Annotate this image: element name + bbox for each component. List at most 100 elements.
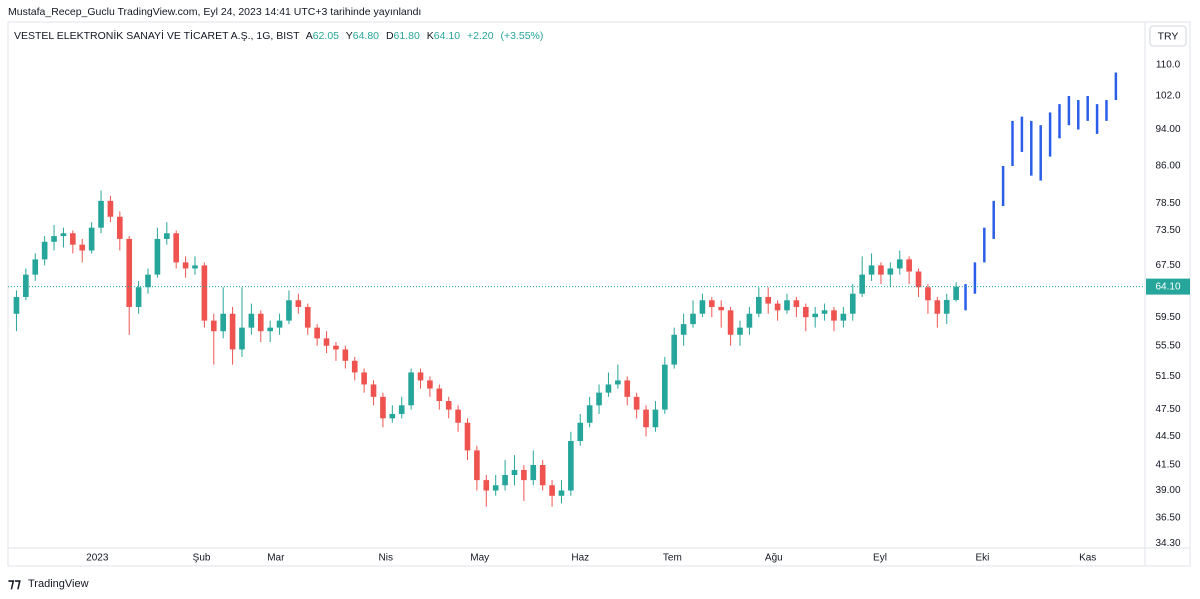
candle-body: [690, 313, 696, 325]
candle-body: [98, 200, 104, 228]
candle-body: [88, 227, 95, 251]
x-tick-label: Kas: [1079, 553, 1096, 564]
y-tick-label: 39.00: [1155, 485, 1180, 496]
candle-body: [427, 380, 433, 389]
y-tick-label: 73.50: [1155, 225, 1180, 236]
publisher: Mustafa_Recep_Guclu TradingView.com, Eyl…: [8, 6, 421, 18]
candle-body: [483, 480, 490, 491]
candle-body: [32, 259, 39, 275]
candle-body: [380, 396, 386, 419]
candle-body: [107, 200, 114, 217]
candle-body: [605, 384, 612, 393]
x-tick-label: Nis: [379, 553, 393, 564]
candle-body: [802, 306, 809, 318]
candle-body: [417, 372, 424, 381]
x-tick-label: 2023: [86, 553, 109, 564]
candle-body: [925, 287, 931, 301]
y-tick-label: 59.50: [1155, 312, 1180, 323]
y-tick-label: 102.0: [1155, 91, 1180, 102]
candle-body: [474, 450, 480, 481]
candle-body: [934, 300, 941, 314]
legend-high: 64.80: [353, 30, 379, 42]
candle-body: [192, 265, 198, 269]
candle-body: [455, 409, 461, 423]
candle-body: [643, 409, 649, 428]
legend-high-label: Y: [346, 30, 353, 42]
candle-body: [295, 300, 302, 307]
candle-body: [821, 310, 828, 314]
candle-body: [896, 259, 903, 269]
candle-body: [615, 380, 621, 385]
legend-change-pct: (+3.55%): [500, 30, 543, 42]
currency-button[interactable]: [1149, 25, 1187, 47]
candle-body: [79, 244, 86, 251]
y-tick-label: 110.0: [1156, 60, 1181, 71]
y-tick-label: 94.00: [1155, 124, 1180, 135]
candle-body: [492, 485, 499, 491]
candle-body: [333, 345, 339, 350]
candle-body: [521, 469, 527, 481]
candle-body: [370, 384, 377, 397]
candle-body: [408, 372, 414, 406]
candle-body: [530, 464, 537, 481]
candle-body: [23, 274, 29, 297]
candle-body: [276, 320, 283, 328]
legend-close: 64.10: [434, 30, 460, 42]
logo-mark: ⁊⁊: [8, 575, 21, 590]
candle-body: [652, 409, 659, 428]
candle-body: [746, 313, 753, 328]
candle-body: [887, 268, 894, 275]
candle-body: [304, 306, 311, 328]
candle-body: [511, 469, 518, 476]
candle-body: [464, 422, 471, 451]
candle-body: [784, 300, 790, 311]
candle-body: [765, 296, 772, 304]
currency[interactable]: TRY: [1158, 30, 1179, 42]
candle-body: [163, 233, 170, 239]
candle-body: [577, 422, 584, 441]
candle-body: [257, 313, 264, 332]
candle-body: [596, 392, 602, 406]
legend-low: 61.80: [394, 30, 420, 42]
candle-body: [671, 334, 678, 365]
x-tick-label: Eyl: [873, 553, 887, 564]
candle-body: [229, 313, 236, 350]
candle-body: [248, 313, 255, 328]
y-tick-label: 34.30: [1155, 538, 1180, 549]
candle-body: [718, 306, 725, 311]
candle-body: [727, 310, 734, 335]
candle-body: [126, 238, 133, 307]
y-tick-label: 86.00: [1155, 161, 1180, 172]
logo-text: TradingView: [28, 578, 89, 590]
candle-body: [342, 349, 349, 361]
candle-body: [210, 320, 217, 332]
candle-body: [41, 241, 48, 260]
candle-body: [361, 372, 367, 385]
candle-body: [624, 380, 631, 397]
title: VESTEL ELEKTRONİK SANAYİ VE TİCARET A.Ş.…: [14, 29, 300, 42]
candle-body: [13, 296, 20, 314]
candle-body: [737, 327, 743, 335]
candle-body: [182, 262, 189, 269]
candle-body: [568, 440, 574, 491]
y-tick-label: 47.50: [1155, 404, 1180, 415]
candle-body: [868, 265, 875, 275]
candle-body: [445, 401, 452, 410]
x-tick-label: Eki: [975, 553, 989, 564]
y-tick-label: 51.50: [1155, 371, 1180, 382]
candle-body: [558, 490, 565, 496]
candle-body: [708, 300, 715, 307]
candle-body: [389, 413, 396, 419]
x-tick-label: May: [470, 553, 489, 564]
y-tick-label: 44.50: [1155, 431, 1180, 442]
candle-body: [774, 303, 781, 311]
candle-body: [793, 300, 800, 307]
candle-body: [849, 293, 856, 314]
candle-body: [220, 313, 227, 332]
candle-body: [680, 324, 687, 335]
x-tick-label: Mar: [267, 553, 285, 564]
candle-body: [323, 338, 330, 346]
candle-body: [201, 265, 208, 321]
y-tick-label: 67.50: [1155, 260, 1180, 271]
candle-body: [840, 313, 847, 321]
